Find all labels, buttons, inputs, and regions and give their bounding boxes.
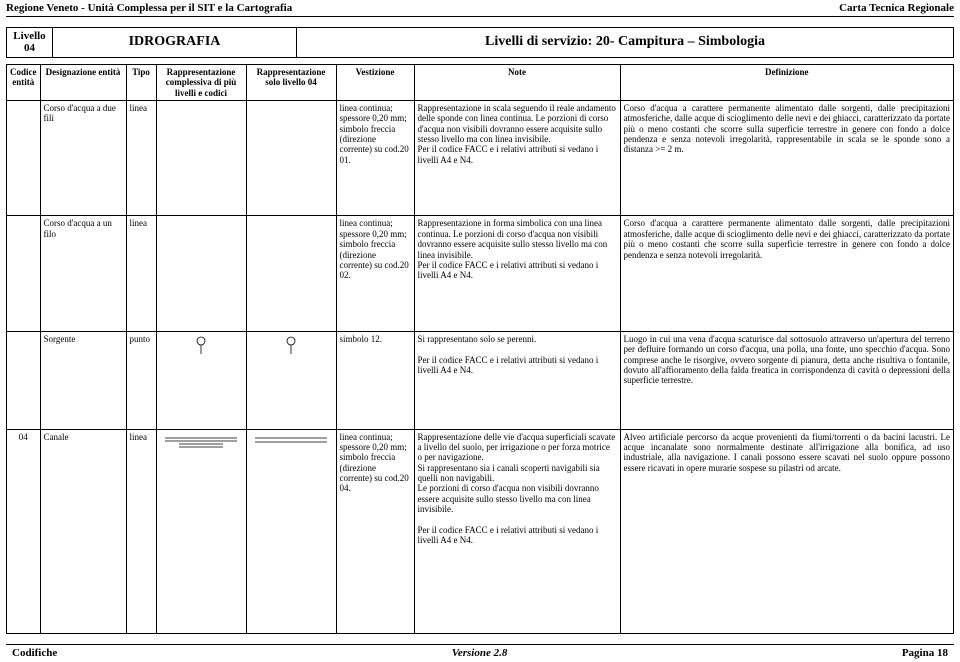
col-rapp-comp: Rappresentazione complessiva di più live… [156,64,246,100]
cell-desig: Canale [40,429,126,634]
cell-codice [7,100,41,216]
cell-symbol-comp [156,332,246,430]
cell-tipo: punto [126,332,156,430]
level-label-top: Livello [9,30,50,43]
cell-note: Si rappresentano solo se perenni. Per il… [414,332,620,430]
cell-def: Corso d'acqua a carattere permanente ali… [620,216,954,332]
cell-symbol-comp [156,429,246,634]
cell-symbol-solo [246,100,336,216]
table-row: 04 Canale linea linea continua; spessore… [7,429,954,634]
cell-def: Corso d'acqua a carattere permanente ali… [620,100,954,216]
col-vest: Vestizione [336,64,414,100]
cell-note: Rappresentazione delle vie d'acqua super… [414,429,620,634]
cell-def: Luogo in cui una vena d'acqua scaturisce… [620,332,954,430]
cell-codice: 04 [7,429,41,634]
col-tipo: Tipo [126,64,156,100]
col-codice: Codice entità [7,64,41,100]
cell-tipo: linea [126,100,156,216]
cell-codice [7,332,41,430]
cell-note: Rappresentazione in scala seguendo il re… [414,100,620,216]
cell-note: Rappresentazione in forma simbolica con … [414,216,620,332]
footer-right: Pagina 18 [902,647,948,660]
col-note: Note [414,64,620,100]
table-row: Sorgente punto simbolo 12. Si rappresent… [7,332,954,430]
cell-symbol-solo [246,429,336,634]
cell-symbol-comp [156,100,246,216]
main-table: Codice entità Designazione entità Tipo R… [6,64,954,634]
droplet-icon [284,334,298,356]
level-box: Livello 04 IDROGRAFIA Livelli di servizi… [6,27,954,58]
table-row: Corso d'acqua a un filo linea linea cont… [7,216,954,332]
cell-tipo: linea [126,429,156,634]
cell-tipo: linea [126,216,156,332]
canal-lines-icon [161,432,241,452]
page-footer: Codifiche Versione 2.8 Pagina 18 [6,644,954,662]
cell-symbol-solo [246,216,336,332]
cell-desig: Corso d'acqua a un filo [40,216,126,332]
col-desig: Designazione entità [40,64,126,100]
col-def: Definizione [620,64,954,100]
table-row: Corso d'acqua a due fili linea linea con… [7,100,954,216]
cell-vest: simbolo 12. [336,332,414,430]
header-right: Carta Tecnica Regionale [839,2,954,15]
cell-vest: linea continua; spessore 0,20 mm; simbol… [336,100,414,216]
cell-desig: Corso d'acqua a due fili [40,100,126,216]
level-mid: IDROGRAFIA [53,27,297,57]
cell-vest: linea continua; spessore 0,20 mm; simbol… [336,429,414,634]
page-header: Regione Veneto - Unità Complessa per il … [0,0,960,15]
cell-vest: linea continua; spessore 0,20 mm; simbol… [336,216,414,332]
cell-symbol-comp [156,216,246,332]
header-left: Regione Veneto - Unità Complessa per il … [6,2,292,15]
footer-mid: Versione 2.8 [452,647,508,660]
footer-left: Codifiche [12,647,57,660]
header-rule [6,16,954,17]
level-right: Livelli di servizio: 20- Campitura – Sim… [297,27,954,57]
level-label-cell: Livello 04 [7,27,53,57]
cell-codice [7,216,41,332]
level-label-num: 04 [9,42,50,55]
table-header-row: Codice entità Designazione entità Tipo R… [7,64,954,100]
droplet-icon [194,334,208,356]
col-rapp-solo: Rappresentazione solo livello 04 [246,64,336,100]
cell-symbol-solo [246,332,336,430]
canal-lines-icon [251,432,331,448]
cell-desig: Sorgente [40,332,126,430]
cell-def: Alveo artificiale percorso da acque prov… [620,429,954,634]
